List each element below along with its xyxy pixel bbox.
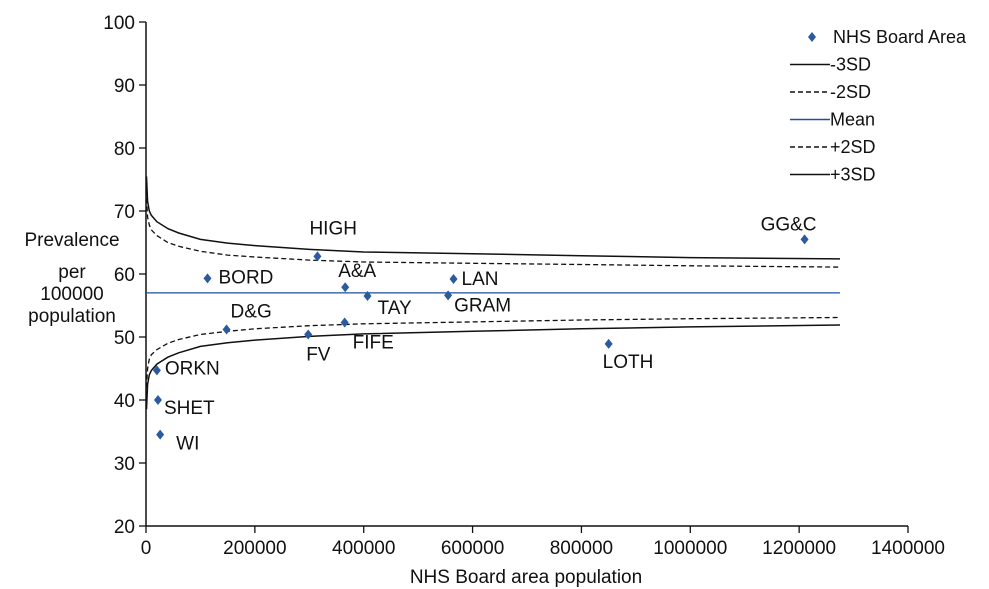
y-tick-label: 60: [114, 265, 135, 286]
y-tick-label: 70: [114, 202, 135, 223]
data-points: GG&C HIGH BORD A&A LAN TAY GRAM D&G FV FIFE LOTH OR…: [152, 214, 817, 455]
data-point-label: ORKN: [165, 358, 220, 379]
data-point-label: FIFE: [353, 333, 394, 354]
x-axis-title: NHS Board area population: [410, 567, 642, 588]
data-point-label: FV: [306, 344, 331, 365]
data-point-label: SHET: [164, 398, 215, 419]
plus-2sd-line: [145, 198, 841, 268]
x-tick-label: 400000: [332, 538, 395, 559]
y-tick-label: 90: [114, 76, 135, 97]
y-tick-label: 20: [114, 517, 135, 538]
minus-3sd-line: [145, 324, 841, 410]
x-tick-label: 200000: [223, 538, 286, 559]
data-point-label: LAN: [462, 269, 499, 290]
y-axis-title-line: per: [58, 262, 86, 283]
x-tick-label: 0: [141, 538, 152, 559]
legend-label: +2SD: [830, 137, 876, 157]
data-point-label: GRAM: [454, 295, 511, 316]
limit-curves: [145, 176, 841, 410]
data-point-marker: [203, 273, 212, 284]
data-point-label: A&A: [338, 261, 376, 282]
data-point-label: LOTH: [603, 352, 654, 373]
data-point-marker: [800, 234, 809, 245]
y-tick-label: 80: [114, 139, 135, 160]
legend-label: NHS Board Area: [833, 27, 967, 47]
minus-2sd-line: [145, 316, 841, 388]
data-point-marker: [152, 365, 161, 376]
data-point-marker: [222, 324, 231, 335]
legend-marker: [808, 32, 816, 42]
y-axis-title-line: 100000: [40, 284, 103, 305]
x-tick-label: 800000: [550, 538, 613, 559]
data-point-label: GG&C: [761, 214, 817, 235]
data-point-marker: [449, 274, 458, 285]
data-point-marker: [340, 317, 349, 328]
data-point-label: D&G: [231, 301, 272, 322]
y-tick-label: 40: [114, 391, 135, 412]
x-tick-label: 1400000: [871, 538, 945, 559]
legend-label: +3SD: [830, 165, 876, 185]
legend-label: -2SD: [830, 82, 871, 102]
x-tick-label: 1200000: [762, 538, 836, 559]
data-point-label: WI: [176, 434, 199, 455]
legend-label: -3SD: [830, 55, 871, 75]
data-point-marker: [341, 282, 350, 293]
x-tick-label: 600000: [441, 538, 504, 559]
data-point-marker: [604, 338, 613, 349]
data-point-label: TAY: [378, 298, 412, 319]
legend-label: Mean: [830, 110, 875, 130]
axes: 20 30 40 50 60 70 80 90 100 0 200000 400000 600000 80…: [103, 13, 945, 559]
data-point-marker: [153, 395, 162, 405]
x-tick-label: 1000000: [653, 538, 727, 559]
legend: NHS Board Area -3SD -2SD Mean +2SD +3SD: [790, 27, 967, 185]
plus-3sd-line: [145, 176, 841, 260]
y-tick-label: 100: [103, 13, 135, 34]
data-point-label: HIGH: [309, 218, 357, 239]
y-tick-label: 50: [114, 328, 135, 349]
y-tick-label: 30: [114, 454, 135, 475]
data-point-marker: [444, 290, 453, 301]
data-point-marker: [156, 429, 165, 440]
y-axis-title-line: population: [28, 306, 116, 327]
data-point-marker: [304, 329, 313, 340]
data-point-marker: [363, 291, 372, 302]
data-point-marker: [313, 251, 322, 262]
y-axis-title-line: Prevalence: [24, 230, 119, 251]
data-point-label: BORD: [219, 267, 274, 288]
